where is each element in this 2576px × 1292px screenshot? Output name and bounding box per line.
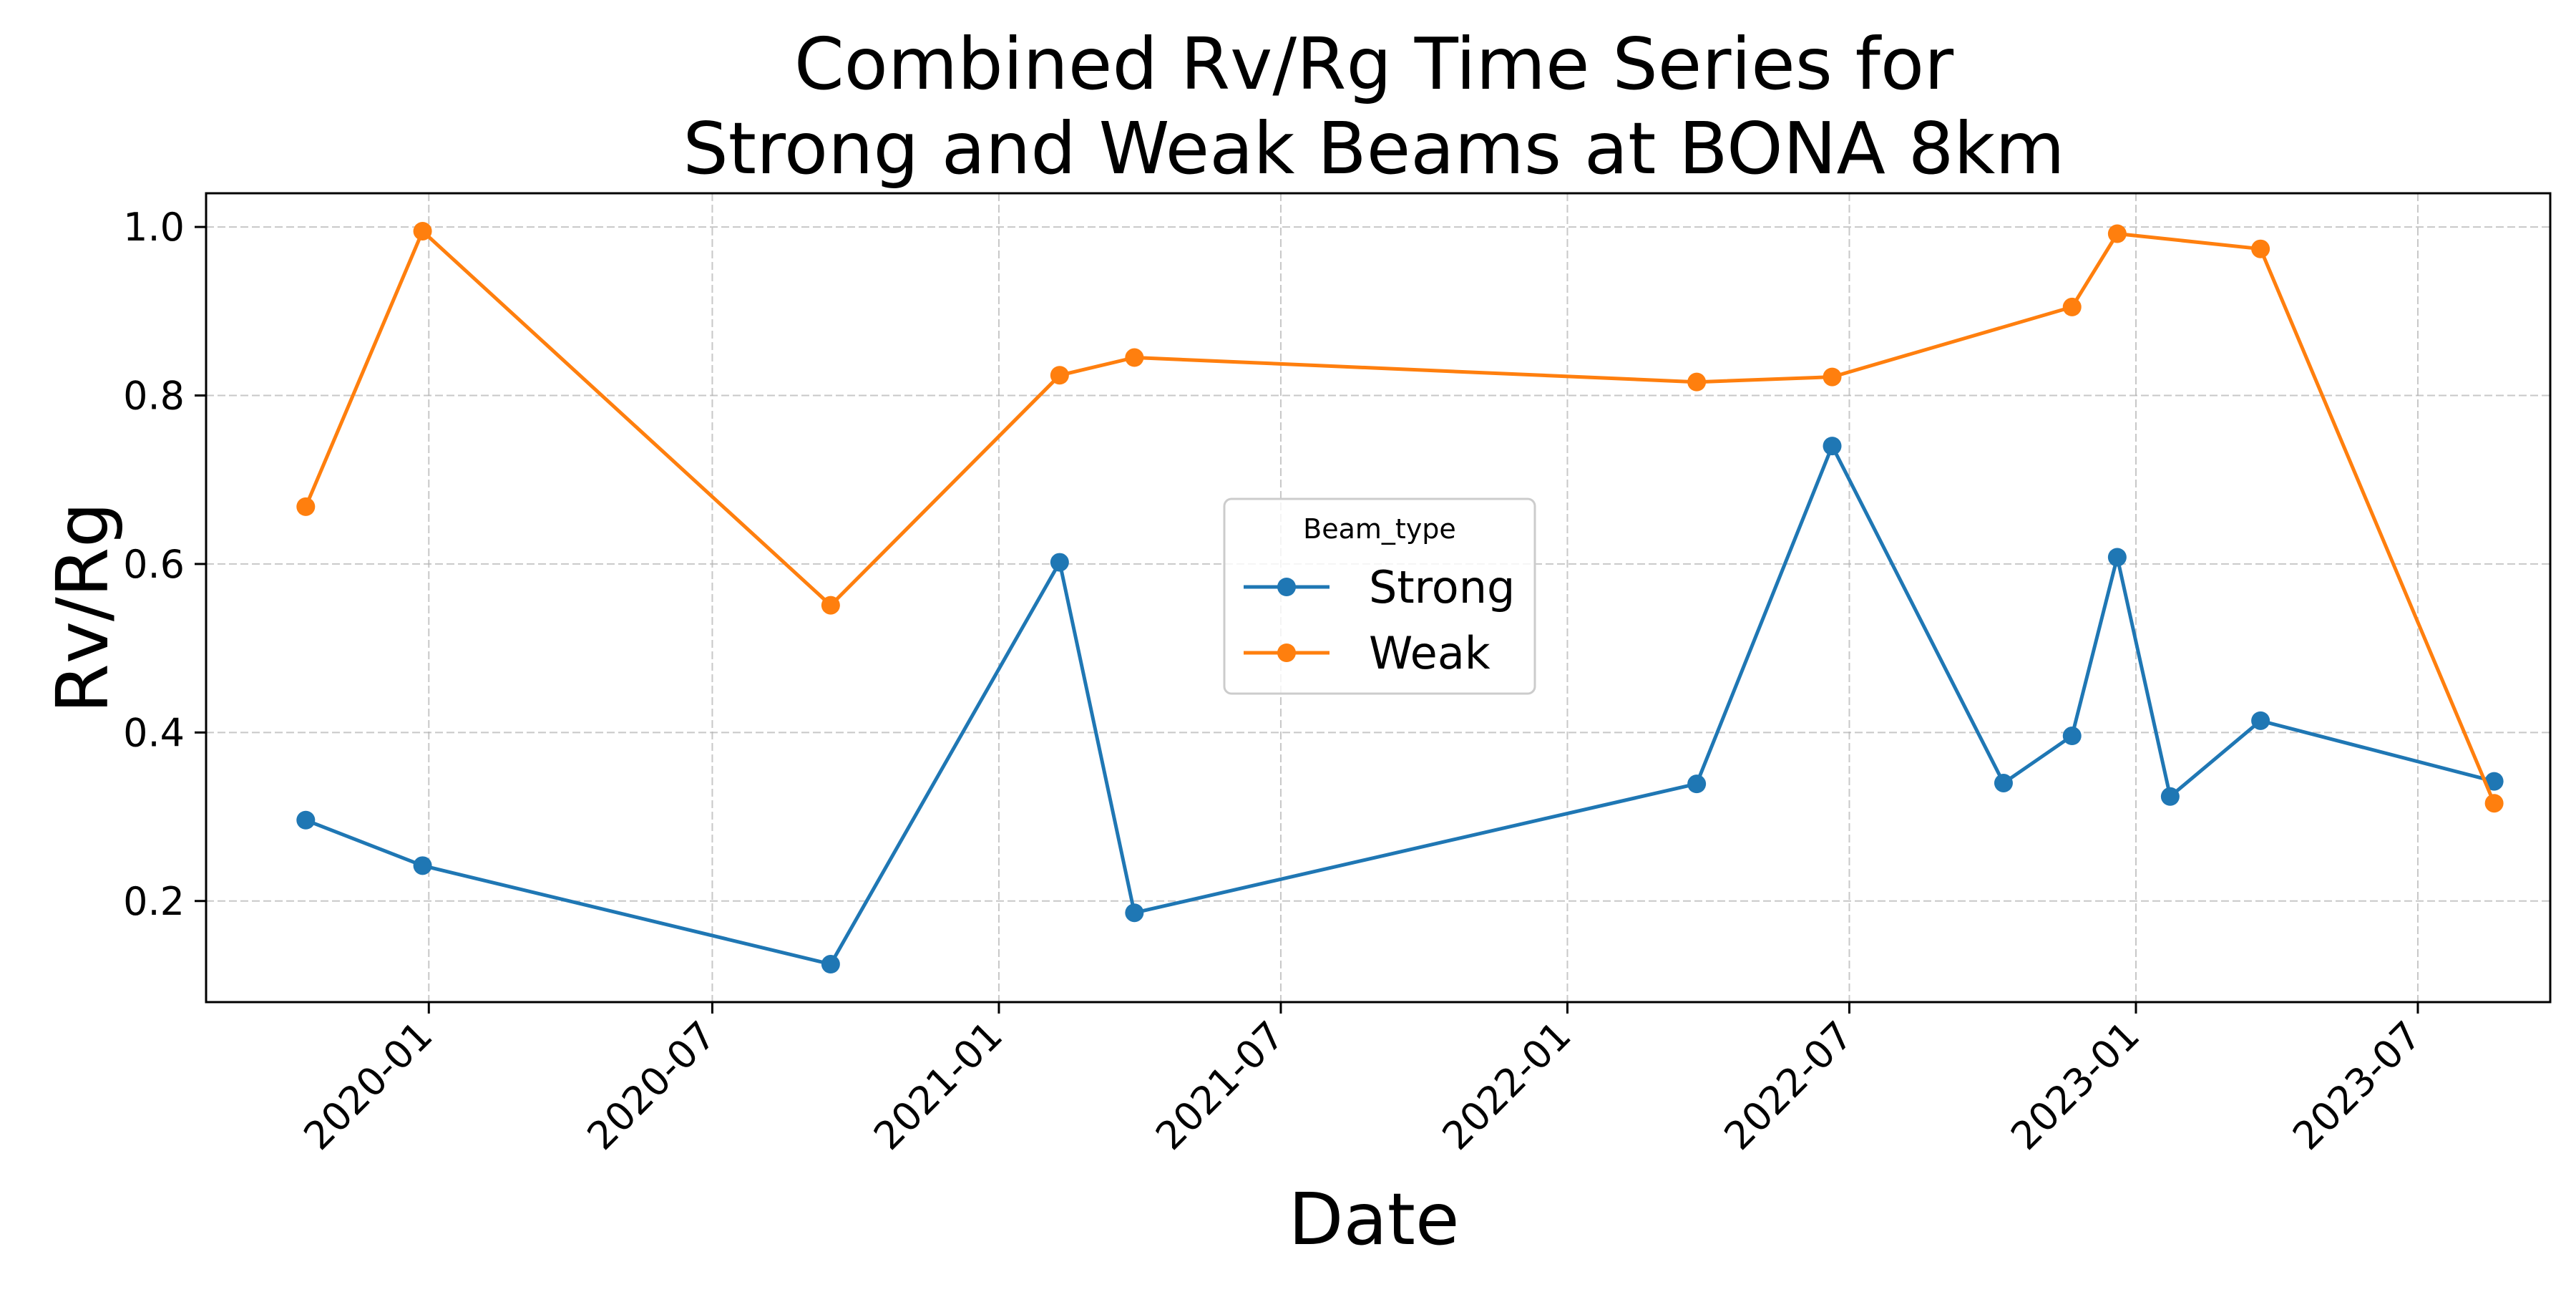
legend-title: Beam_type (1303, 513, 1456, 545)
data-point-weak (296, 497, 316, 516)
y-tick-label: 0.4 (123, 710, 185, 755)
data-point-weak (821, 596, 840, 615)
data-point-strong (2160, 787, 2180, 806)
series-weak (296, 221, 2504, 813)
plot-frame (205, 192, 2552, 1004)
data-point-weak (2251, 239, 2270, 258)
legend-frame (1223, 497, 1536, 695)
data-point-weak (2062, 297, 2082, 316)
legend-strong-label: Strong (1369, 561, 1515, 613)
y-tick-label: 0.6 (123, 542, 185, 587)
data-point-strong (2107, 548, 2127, 567)
y-tick-label: 0.2 (123, 879, 185, 924)
legend: Beam_type Strong Weak (1223, 497, 1536, 695)
data-point-strong (1823, 437, 1842, 456)
legend-strong-marker (1277, 578, 1296, 596)
data-point-weak (1125, 348, 1144, 367)
y-tick-label: 0.8 (123, 374, 185, 419)
data-point-strong (2062, 727, 2082, 746)
x-axis-title: Date (1288, 1177, 1459, 1261)
chart-title-line-2: Strong and Weak Beams at BONA 8km (683, 107, 2064, 190)
y-tick-label: 1.0 (123, 205, 185, 250)
data-point-weak (1687, 372, 1707, 392)
data-point-weak (1050, 366, 1069, 385)
data-point-strong (296, 810, 316, 830)
data-point-strong (1050, 553, 1069, 572)
data-point-strong (2251, 711, 2270, 730)
data-point-strong (413, 856, 432, 875)
data-point-weak (2107, 224, 2127, 243)
data-point-strong (821, 955, 840, 974)
y-axis-title: Rv/Rg (41, 502, 125, 713)
series-layer (296, 221, 2504, 974)
legend-weak-marker (1277, 643, 1296, 662)
data-point-strong (1994, 773, 2013, 792)
legend-weak-label: Weak (1369, 627, 1491, 679)
series-strong (296, 437, 2504, 974)
chart-title-line-1: Combined Rv/Rg Time Series for (794, 22, 1954, 106)
data-point-weak (413, 221, 432, 241)
data-point-weak (1823, 367, 1842, 387)
data-point-strong (1125, 903, 1144, 923)
data-point-strong (1687, 774, 1707, 794)
data-point-weak (2484, 794, 2504, 813)
data-point-strong (2484, 772, 2504, 791)
